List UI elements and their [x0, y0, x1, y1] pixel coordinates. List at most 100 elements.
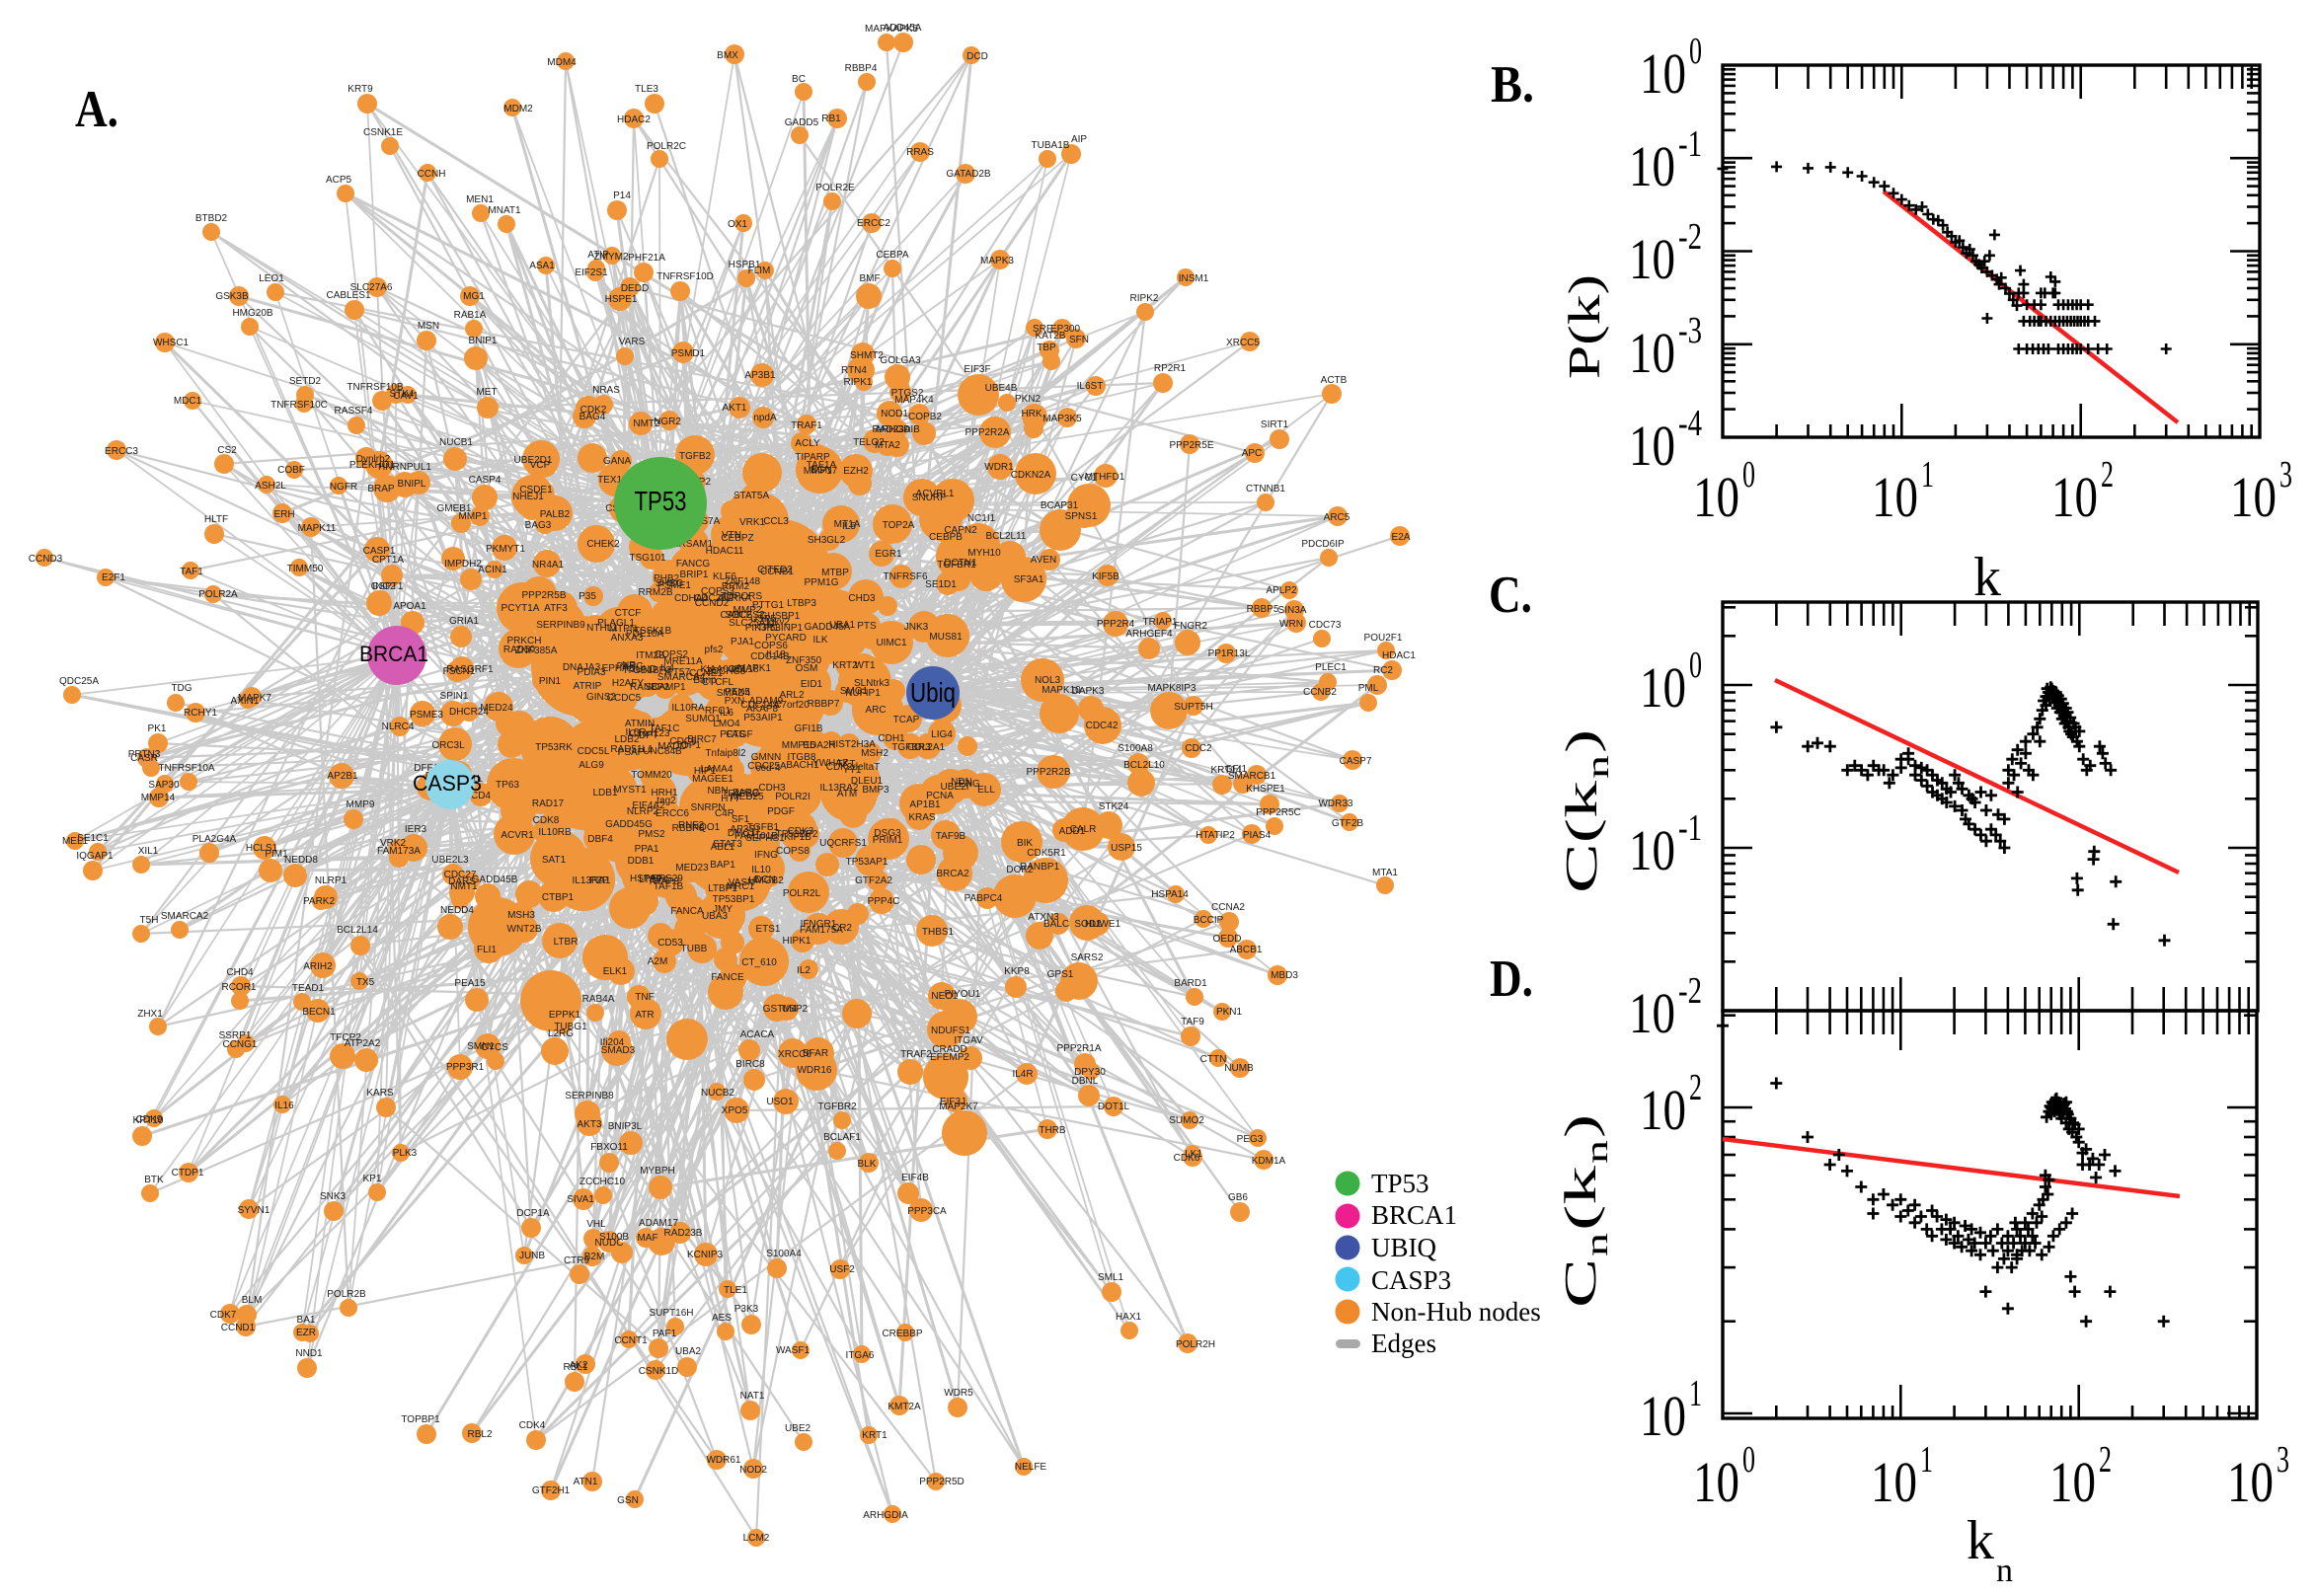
svg-text:ERCC3: ERCC3 — [105, 446, 138, 457]
svg-text:P35: P35 — [579, 591, 596, 602]
svg-text:COPB2: COPB2 — [908, 412, 942, 422]
svg-text:PEA15: PEA15 — [454, 978, 486, 989]
svg-text:E2F1: E2F1 — [102, 572, 125, 583]
svg-text:VCP: VCP — [530, 460, 551, 471]
svg-text:PPP2R2A: PPP2R2A — [965, 427, 1009, 438]
svg-text:BCL2L11: BCL2L11 — [986, 531, 1027, 542]
svg-text:NELFE: NELFE — [1015, 1462, 1047, 1473]
svg-text:SAT1: SAT1 — [542, 855, 567, 866]
svg-text:ATRIP: ATRIP — [574, 681, 602, 692]
svg-text:UBE2D1: UBE2D1 — [514, 455, 553, 466]
svg-text:IL6ST: IL6ST — [1077, 381, 1104, 392]
svg-text:KRT2: KRT2 — [832, 660, 858, 671]
svg-text:PIK3R1: PIK3R1 — [745, 623, 780, 634]
svg-text:DPT: DPT — [639, 730, 658, 741]
svg-text:CEBPA: CEBPA — [876, 250, 908, 261]
svg-text:NUDC: NUDC — [595, 1238, 624, 1249]
svg-text:CTDP1: CTDP1 — [172, 1168, 204, 1178]
svg-text:CDK6: CDK6 — [1174, 1153, 1200, 1164]
svg-text:RAB1A: RAB1A — [454, 310, 487, 321]
svg-text:): ) — [1555, 1114, 1605, 1138]
svg-text:VARS: VARS — [619, 337, 646, 347]
svg-text:ACP5: ACP5 — [326, 175, 352, 186]
svg-text:CRADD: CRADD — [932, 1044, 967, 1055]
svg-text:ATR: ATR — [635, 1010, 654, 1021]
svg-text:APC: APC — [1242, 448, 1263, 459]
svg-text:MDM4: MDM4 — [547, 57, 577, 68]
svg-text:ACIN1: ACIN1 — [478, 565, 507, 575]
svg-text:GSN: GSN — [617, 1495, 639, 1506]
svg-text:VTN: VTN — [722, 530, 741, 541]
svg-text:TNF: TNF — [635, 992, 654, 1003]
svg-text:Non-Hub nodes: Non-Hub nodes — [1371, 1297, 1541, 1327]
svg-text:BECN1: BECN1 — [302, 1007, 336, 1018]
svg-text:LRSAM1: LRSAM1 — [673, 539, 713, 550]
svg-text:NLRP1: NLRP1 — [315, 875, 347, 886]
svg-text:CDK4: CDK4 — [519, 1420, 546, 1431]
svg-text:BCL2L14: BCL2L14 — [337, 925, 378, 936]
svg-text:NOD2: NOD2 — [739, 1465, 767, 1476]
svg-text:SPNS1: SPNS1 — [1065, 511, 1098, 522]
svg-text:PABPC4: PABPC4 — [965, 893, 1003, 904]
svg-text:PSME3: PSME3 — [410, 710, 443, 721]
svg-text:PPP2R1A: PPP2R1A — [1056, 1043, 1101, 1054]
svg-text:TAF1C: TAF1C — [650, 723, 680, 734]
svg-text:PHF21A: PHF21A — [628, 253, 665, 264]
svg-text:NTHL1: NTHL1 — [586, 623, 618, 634]
svg-text:ARHGDIA: ARHGDIA — [863, 1510, 908, 1521]
svg-text:PPP4C: PPP4C — [868, 896, 900, 907]
svg-text:CDK3: CDK3 — [788, 826, 814, 837]
svg-text:HDAC2: HDAC2 — [617, 114, 651, 125]
svg-text:GMEB1: GMEB1 — [436, 503, 471, 514]
svg-text:BLM: BLM — [242, 1295, 263, 1306]
svg-text:COL2A1: COL2A1 — [907, 742, 946, 753]
svg-text:ZCCHC8: ZCCHC8 — [706, 666, 746, 677]
svg-text:NND1: NND1 — [295, 1348, 323, 1359]
svg-text:BARD1: BARD1 — [1174, 978, 1207, 989]
svg-text:MUS81: MUS81 — [929, 632, 963, 643]
svg-text:HSPE1: HSPE1 — [605, 294, 638, 305]
svg-text:(k: (k — [1555, 1166, 1605, 1231]
svg-text:ENG: ENG — [959, 779, 980, 790]
svg-text:C7orf20: C7orf20 — [774, 700, 810, 711]
svg-text:CCNT1: CCNT1 — [614, 1335, 648, 1346]
svg-text:PPP2R5E: PPP2R5E — [1169, 440, 1213, 451]
svg-text:TNFRSF6: TNFRSF6 — [884, 571, 928, 582]
svg-text:CCDC5: CCDC5 — [607, 693, 642, 704]
svg-text:CEBPZ: CEBPZ — [721, 533, 753, 544]
svg-text:TGFBR1: TGFBR1 — [937, 560, 976, 570]
svg-text:IL6R: IL6R — [625, 727, 646, 738]
svg-text:CDC5L: CDC5L — [578, 746, 610, 757]
svg-text:RRAS: RRAS — [906, 147, 934, 158]
svg-text:KRT1: KRT1 — [862, 1430, 888, 1441]
svg-text:ING2: ING2 — [372, 581, 396, 592]
svg-text:SF1: SF1 — [732, 814, 750, 825]
svg-text:10: 10 — [1640, 1384, 1686, 1448]
svg-text:RRM2: RRM2 — [722, 581, 750, 592]
svg-text:BA1: BA1 — [297, 1315, 316, 1326]
svg-text:MMP15: MMP15 — [782, 740, 816, 751]
svg-text:CT_610: CT_610 — [741, 957, 777, 968]
svg-text:XPO5: XPO5 — [722, 1105, 748, 1116]
svg-text:TRAF1: TRAF1 — [791, 420, 822, 431]
svg-text:npdA: npdA — [753, 413, 777, 423]
svg-text:ARHGDIB: ARHGDIB — [875, 424, 920, 435]
svg-text:FLIM: FLIM — [748, 266, 771, 276]
svg-text:MED23: MED23 — [675, 863, 709, 874]
svg-text:POLR2B: POLR2B — [327, 1289, 366, 1300]
svg-text:DEDD: DEDD — [621, 283, 649, 294]
svg-text:ITGAV: ITGAV — [954, 1035, 983, 1046]
svg-text:AK2: AK2 — [570, 1360, 588, 1371]
svg-text:COPS6: COPS6 — [754, 641, 788, 651]
svg-text:BTK: BTK — [144, 1175, 164, 1185]
svg-text:RTN4: RTN4 — [841, 365, 867, 376]
svg-text:ARC: ARC — [865, 705, 886, 716]
svg-text:RAD23B: RAD23B — [664, 1228, 703, 1239]
svg-text:MRE11A: MRE11A — [663, 656, 703, 667]
svg-text:MMP1: MMP1 — [459, 511, 488, 522]
svg-text:PLEKHO1: PLEKHO1 — [349, 460, 396, 471]
svg-text:n: n — [1579, 1233, 1614, 1256]
svg-text:ACVRL1: ACVRL1 — [916, 489, 955, 499]
svg-text:2: 2 — [2101, 454, 2114, 495]
svg-text:TNFRSF10B: TNFRSF10B — [347, 382, 404, 393]
